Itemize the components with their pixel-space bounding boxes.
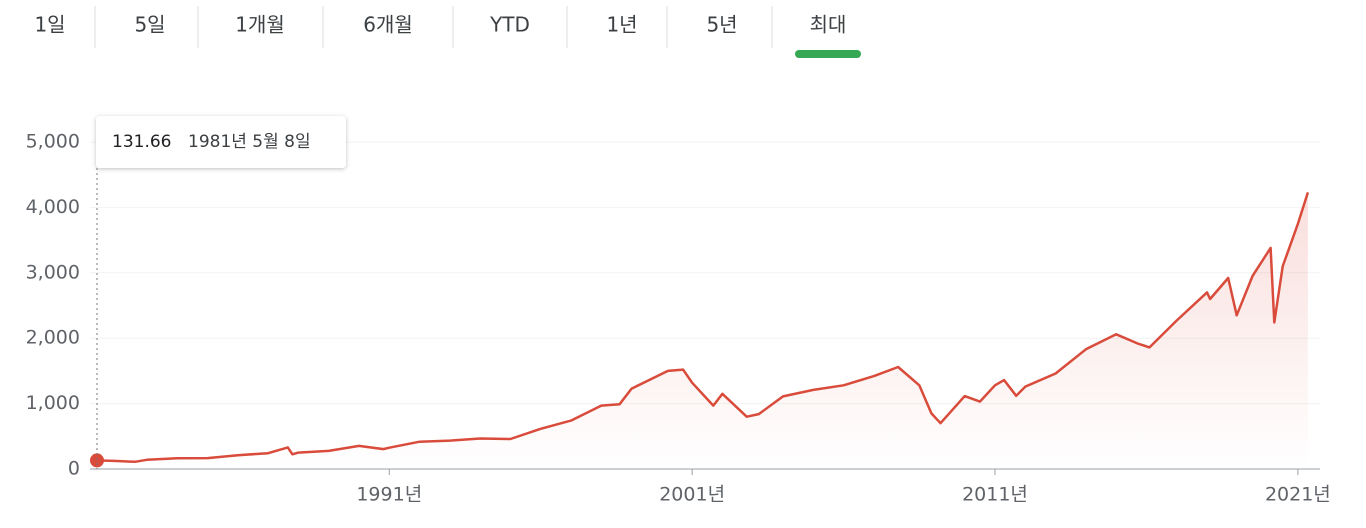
x-tick-label: 1991년 bbox=[356, 484, 422, 506]
x-tick-label: 2011년 bbox=[962, 484, 1028, 506]
range-tabs: 1일 5일 1개월 6개월 YTD 1년 5년 최대 bbox=[34, 6, 861, 58]
tooltip: 131.66 1981년 5월 8일 bbox=[96, 116, 346, 469]
tooltip-box bbox=[96, 116, 346, 168]
range-tab[interactable]: 최대 bbox=[810, 13, 847, 37]
y-tick-label: 3,000 bbox=[26, 261, 80, 283]
selected-indicator bbox=[795, 50, 861, 58]
range-tab[interactable]: 5년 bbox=[706, 13, 737, 37]
hover-point bbox=[90, 453, 104, 468]
tooltip-value: 131.66 bbox=[112, 132, 171, 152]
range-tab[interactable]: 1개월 bbox=[235, 13, 285, 37]
range-tab[interactable]: 1일 bbox=[34, 13, 65, 37]
x-tick-label: 2001년 bbox=[659, 484, 725, 506]
y-tick-label: 4,000 bbox=[26, 196, 80, 218]
area bbox=[97, 192, 1308, 469]
y-tick-label: 5,000 bbox=[26, 131, 80, 153]
price-line bbox=[96, 192, 1310, 464]
plot bbox=[90, 192, 1310, 469]
range-tab[interactable]: 5일 bbox=[134, 13, 165, 37]
x-tick-label: 2021년 bbox=[1265, 484, 1331, 506]
tooltip-date: 1981년 5월 8일 bbox=[188, 132, 311, 152]
range-tab[interactable]: 6개월 bbox=[363, 13, 413, 37]
y-tick-label: 0 bbox=[68, 458, 80, 480]
range-tab[interactable]: YTD bbox=[489, 13, 530, 37]
y-tick-label: 2,000 bbox=[26, 327, 80, 349]
range-tab[interactable]: 1년 bbox=[606, 13, 637, 37]
y-tick-label: 1,000 bbox=[26, 392, 80, 414]
